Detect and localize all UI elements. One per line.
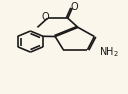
Text: O: O	[71, 2, 79, 12]
Text: O: O	[41, 12, 49, 22]
Text: NH$_2$: NH$_2$	[99, 45, 119, 59]
